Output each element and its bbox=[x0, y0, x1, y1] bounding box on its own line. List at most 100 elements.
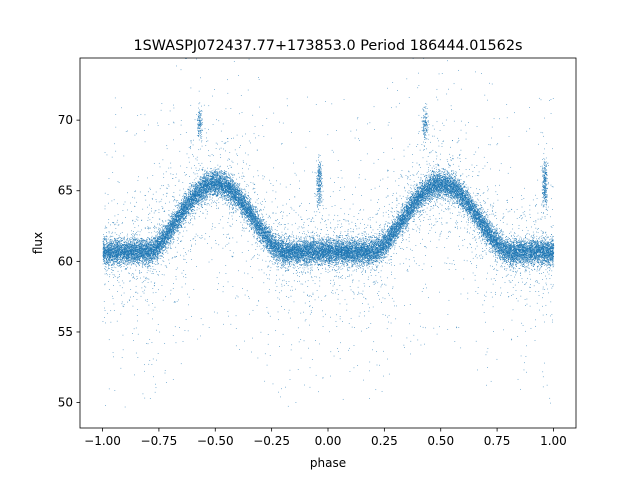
data-point bbox=[115, 249, 116, 250]
data-point bbox=[480, 258, 481, 259]
data-point bbox=[170, 174, 171, 175]
data-point bbox=[490, 229, 491, 230]
data-point bbox=[198, 176, 199, 177]
data-point bbox=[315, 227, 316, 228]
data-point bbox=[151, 268, 152, 269]
data-point bbox=[355, 223, 356, 224]
data-point bbox=[373, 235, 374, 236]
data-point bbox=[439, 326, 440, 327]
data-point bbox=[230, 203, 231, 204]
data-point bbox=[280, 236, 281, 237]
data-point bbox=[255, 212, 256, 213]
data-point bbox=[364, 264, 365, 265]
data-point bbox=[194, 210, 195, 211]
data-point bbox=[224, 197, 225, 198]
data-point bbox=[350, 209, 351, 210]
data-point bbox=[143, 262, 144, 263]
data-point bbox=[213, 170, 214, 171]
data-point bbox=[514, 112, 515, 113]
data-point bbox=[195, 203, 196, 204]
data-point bbox=[136, 232, 137, 233]
data-point bbox=[518, 254, 519, 255]
data-point bbox=[184, 172, 185, 173]
data-point bbox=[161, 199, 162, 200]
data-point bbox=[306, 264, 307, 265]
data-point bbox=[336, 237, 337, 238]
data-point bbox=[243, 214, 244, 215]
data-point bbox=[264, 199, 265, 200]
data-point bbox=[277, 286, 278, 287]
data-point bbox=[353, 237, 354, 238]
data-point bbox=[350, 268, 351, 269]
data-point bbox=[189, 297, 190, 298]
data-point bbox=[418, 73, 419, 74]
data-point bbox=[521, 323, 522, 324]
data-point bbox=[229, 238, 230, 239]
data-point bbox=[127, 210, 128, 211]
data-point bbox=[103, 234, 104, 235]
data-point bbox=[330, 242, 331, 243]
data-point bbox=[338, 299, 339, 300]
data-point bbox=[183, 189, 184, 190]
data-point bbox=[254, 230, 255, 231]
data-point bbox=[271, 231, 272, 232]
data-point bbox=[368, 327, 369, 328]
data-point bbox=[498, 235, 499, 236]
data-point bbox=[329, 238, 330, 239]
data-point bbox=[209, 236, 210, 237]
data-point bbox=[355, 187, 356, 188]
data-point bbox=[520, 296, 521, 297]
data-point bbox=[166, 196, 167, 197]
data-point bbox=[409, 266, 410, 267]
data-point bbox=[272, 253, 273, 254]
data-point bbox=[236, 154, 237, 155]
data-point bbox=[166, 266, 167, 267]
data-point bbox=[488, 348, 489, 349]
data-point bbox=[186, 319, 187, 320]
data-point bbox=[330, 196, 331, 197]
data-point bbox=[414, 175, 415, 176]
data-point bbox=[137, 293, 138, 294]
data-point bbox=[317, 246, 318, 247]
data-point bbox=[433, 125, 434, 126]
chart-title: 1SWASPJ072437.77+173853.0 Period 186444.… bbox=[134, 38, 523, 54]
data-point bbox=[489, 83, 490, 84]
data-point bbox=[238, 75, 239, 76]
data-point bbox=[377, 234, 378, 235]
data-point bbox=[236, 209, 237, 210]
data-point bbox=[125, 269, 126, 270]
data-point bbox=[313, 261, 314, 262]
data-point bbox=[206, 198, 207, 199]
data-point bbox=[278, 267, 279, 268]
data-point bbox=[125, 264, 126, 265]
data-point bbox=[330, 317, 331, 318]
data-point bbox=[305, 258, 306, 259]
data-point bbox=[179, 195, 180, 196]
data-point bbox=[252, 115, 253, 116]
data-point bbox=[472, 216, 473, 217]
data-point bbox=[115, 267, 116, 268]
data-point bbox=[115, 216, 116, 217]
data-point bbox=[162, 208, 163, 209]
data-point bbox=[255, 202, 256, 203]
data-point bbox=[423, 288, 424, 289]
data-point bbox=[169, 224, 170, 225]
data-point bbox=[469, 233, 470, 234]
data-point bbox=[321, 246, 322, 247]
data-point bbox=[287, 254, 288, 255]
data-point bbox=[336, 270, 337, 271]
data-point bbox=[168, 232, 169, 233]
data-point bbox=[308, 258, 309, 259]
data-point bbox=[235, 298, 236, 299]
data-point bbox=[501, 230, 502, 231]
data-point bbox=[342, 263, 343, 264]
data-point bbox=[274, 258, 275, 259]
data-point bbox=[306, 319, 307, 320]
data-point bbox=[112, 296, 113, 297]
data-point bbox=[132, 262, 133, 263]
data-point bbox=[486, 248, 487, 249]
data-point bbox=[481, 218, 482, 219]
data-point bbox=[314, 259, 315, 260]
data-point bbox=[202, 146, 203, 147]
data-point bbox=[420, 313, 421, 314]
